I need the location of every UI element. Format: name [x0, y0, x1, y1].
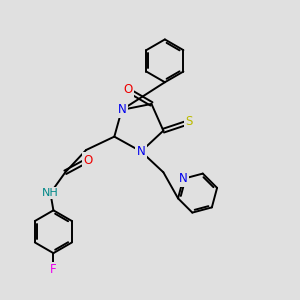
Text: O: O: [123, 82, 132, 96]
Text: O: O: [83, 154, 92, 167]
Text: NH: NH: [42, 188, 59, 198]
Text: N: N: [137, 145, 146, 158]
Text: N: N: [179, 172, 188, 185]
Text: N: N: [117, 103, 126, 116]
Text: S: S: [185, 115, 193, 128]
Text: F: F: [50, 263, 57, 276]
